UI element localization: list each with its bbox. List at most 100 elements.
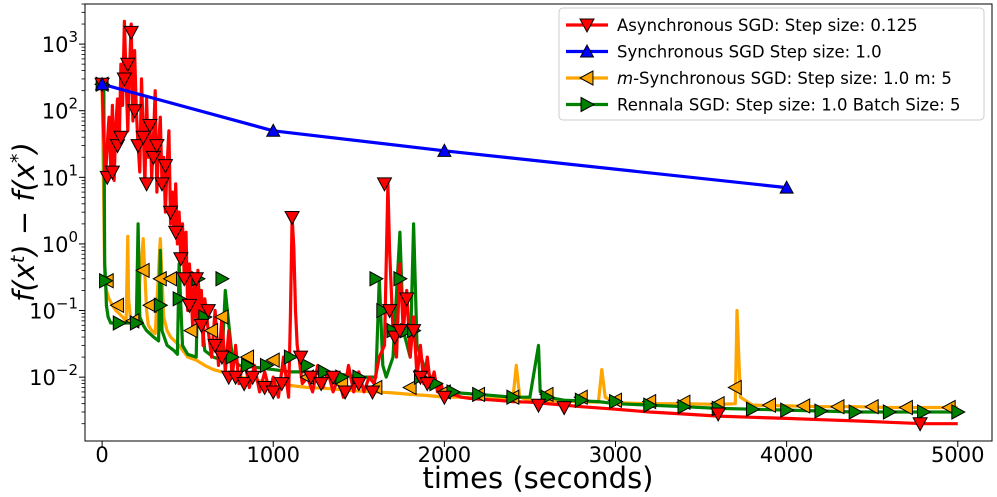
data-point [109,297,124,314]
legend: Asynchronous SGD: Step size: 0.125 Synchr… [558,7,985,121]
data-point [259,357,275,374]
data-point [104,165,121,181]
data-point [780,402,795,418]
x-tick-label: 3000 [589,443,642,467]
data-point [350,377,367,392]
legend-label: Asynchronous SGD: Step size: 0.125 [617,16,918,35]
data-point [864,398,879,415]
x-tick-label: 4000 [760,443,813,467]
data-point [882,404,898,420]
data-point [710,407,727,423]
data-point [162,270,178,287]
data-point [848,404,864,420]
data-point [325,370,341,386]
data-point [112,315,128,331]
y-tick-label: 10−1 [29,295,78,324]
data-point [215,270,230,287]
data-point [677,398,693,415]
data-point [207,338,223,354]
data-point [94,76,110,91]
data-point [239,349,255,365]
x-axis-label: times (seconds) [422,461,653,495]
data-point [795,398,811,414]
data-point [398,292,415,307]
data-point [126,104,143,119]
data-point [376,302,391,319]
y-tick-label: 101 [42,161,78,190]
data-point [113,130,129,146]
data-point [556,401,573,416]
y-tick-label: 100 [42,228,78,257]
x-tick-label: 5000 [931,443,984,467]
data-point [138,177,155,192]
data-point [167,225,184,241]
legend-marker [578,70,594,86]
data-point [119,57,136,73]
data-point [313,377,330,392]
data-point [213,309,229,325]
data-point [176,272,193,287]
y-tick-label: 10−2 [29,361,78,390]
data-point [181,298,198,314]
data-point [727,379,742,396]
data-point [301,357,316,374]
data-point [829,398,845,415]
legend-label: m-Synchronous SGD: Step size: 1.0 m: 5 [617,69,952,88]
data-point [381,304,398,319]
legend-label: Synchronous SGD Step size: 1.0 [617,43,882,62]
data-point [183,322,198,339]
data-point [472,386,487,403]
data-point [437,143,452,157]
data-point [153,297,169,314]
data-point [142,119,158,134]
data-point [154,177,170,192]
data-point [162,205,179,221]
data-point [393,270,408,287]
data-point [203,322,219,339]
data-point [123,25,140,41]
data-point [917,404,932,420]
y-tick-label: 102 [42,95,78,124]
data-point [135,262,150,279]
legend-box [558,7,985,121]
data-point [574,392,590,409]
series-line [101,82,787,190]
data-point [265,385,282,400]
series-markers-0 [94,25,928,432]
series-markers-1 [94,76,794,194]
series-1 [101,82,787,190]
legend-label: Rennala SGD: Step size: 1.0 Batch Size: … [617,96,961,115]
data-point [193,318,210,334]
data-point [99,272,114,289]
data-point [609,393,624,410]
legend-marker [580,96,596,113]
data-point [149,139,165,154]
data-point [369,270,384,287]
data-point [337,385,353,400]
plot-frame [84,3,993,442]
y-axis-label: f(xt) − f(x*) [7,142,41,302]
data-point [898,399,913,416]
data-point [172,290,188,307]
data-point [376,177,393,192]
data-point [284,210,300,226]
data-point [236,377,252,392]
data-point [129,315,145,331]
data-point [392,324,408,339]
svg-text:f(xt) − f(x*): f(xt) − f(x*) [7,142,41,302]
data-point [241,357,256,374]
legend-marker [579,43,595,58]
data-point [643,397,658,413]
data-point [745,401,761,418]
data-point [951,404,966,420]
data-point [200,304,217,319]
data-point [318,364,333,380]
data-point [402,379,417,396]
data-point [814,403,829,419]
data-point [779,180,794,194]
data-point [135,130,152,146]
data-point [405,324,422,339]
data-point [265,123,281,137]
data-point [157,159,174,174]
